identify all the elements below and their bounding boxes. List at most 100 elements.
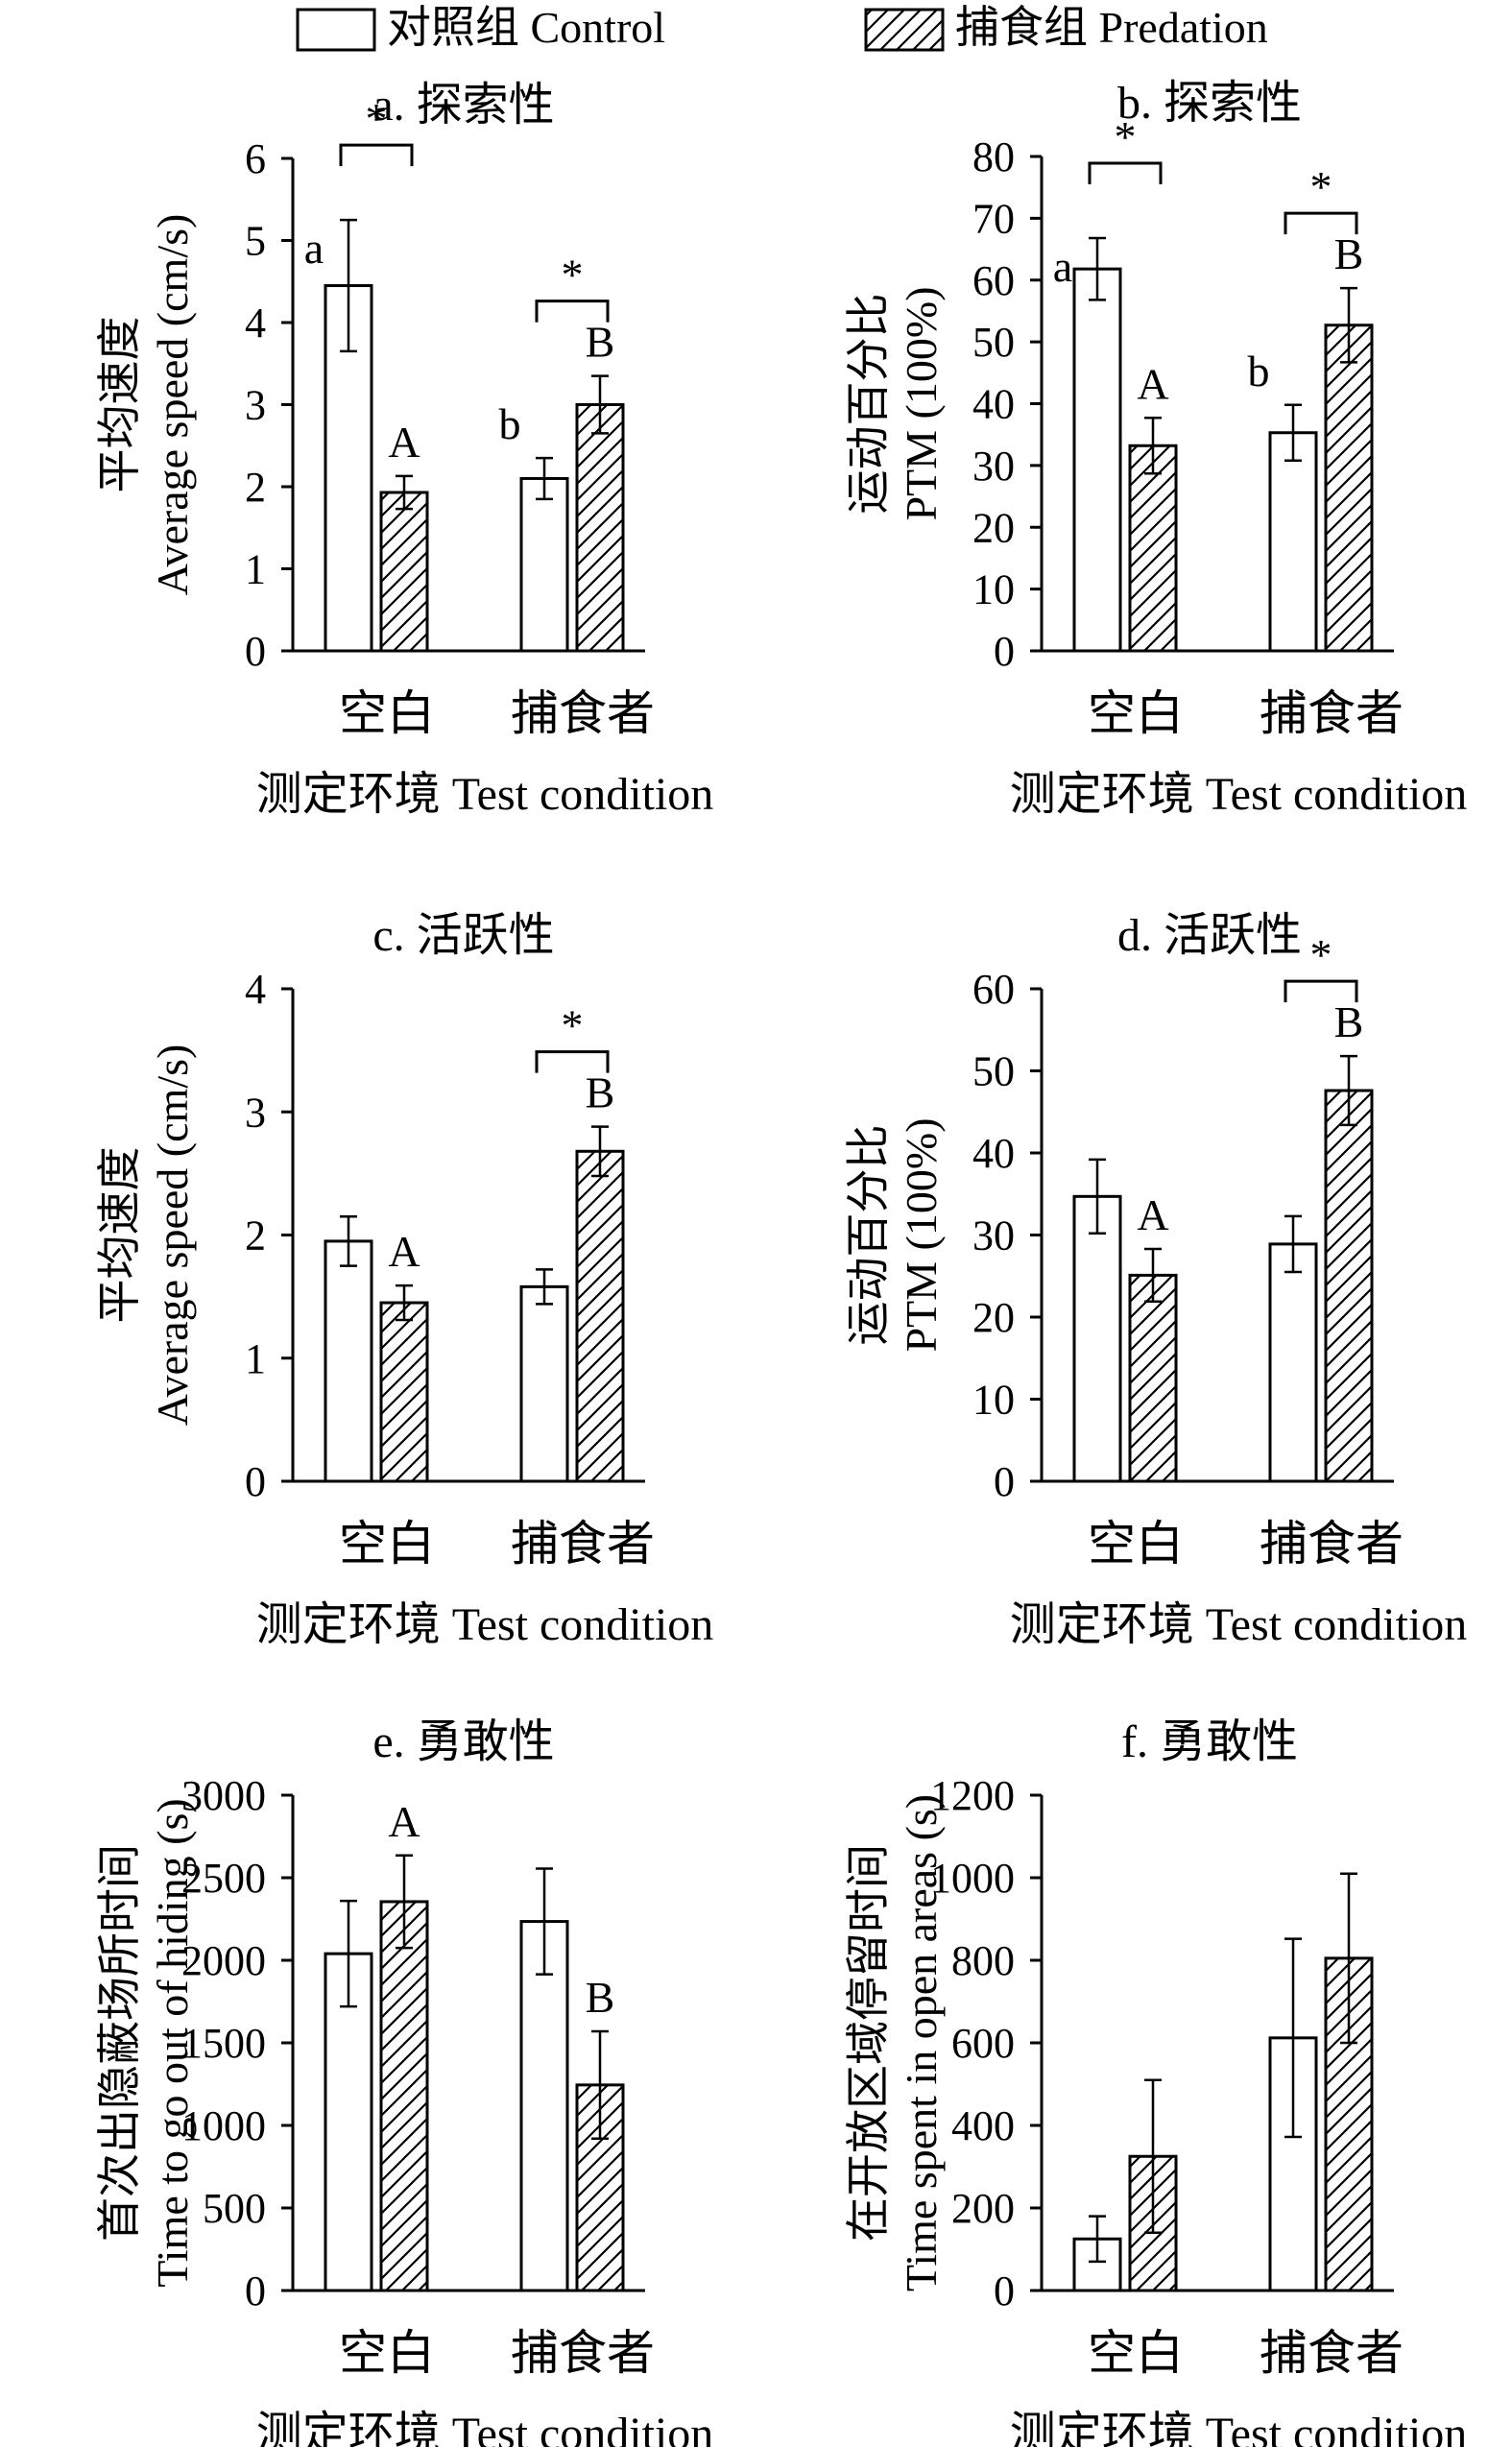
y-tick-label: 2 xyxy=(245,464,266,511)
x-tick-label: 捕食者 xyxy=(1260,686,1404,740)
bar-predation xyxy=(379,1900,429,2292)
x-axis-label: 测定环境 Test condition xyxy=(1010,2409,1468,2447)
bar-predation xyxy=(1128,444,1178,653)
bar-control xyxy=(1268,431,1318,653)
panel-title: f. 勇敢性 xyxy=(1121,1716,1298,1767)
bar-predation xyxy=(379,491,429,653)
y-axis-label-zh: 在开放区域停留时间 xyxy=(844,1844,893,2242)
significance-letter: b xyxy=(499,399,521,448)
y-tick-label: 0 xyxy=(994,2267,1015,2315)
legend-predation-label: 捕食组 Predation xyxy=(955,3,1268,52)
y-tick-label: 40 xyxy=(972,381,1015,428)
significance-letter: a xyxy=(1053,242,1072,291)
y-axis-label-en: Time spent in open areas (s) xyxy=(897,1794,946,2291)
significance-letter: A xyxy=(388,1227,420,1276)
bar-predation xyxy=(1324,324,1374,653)
y-tick-label: 40 xyxy=(972,1130,1015,1177)
y-tick-label: 60 xyxy=(972,966,1015,1013)
significance-letter: a xyxy=(304,224,324,273)
y-tick-label: 10 xyxy=(972,1377,1015,1424)
significance-letter: A xyxy=(388,418,420,467)
y-axis-label-en: Average speed (cm/s) xyxy=(148,214,197,596)
significance-bracket xyxy=(535,300,610,323)
bar-control xyxy=(519,1920,569,2292)
x-axis-label: 测定环境 Test condition xyxy=(1010,769,1468,820)
x-axis-label: 测定环境 Test condition xyxy=(256,2409,714,2447)
y-tick-label: 0 xyxy=(994,1458,1015,1505)
y-tick-label: 10 xyxy=(972,566,1015,613)
x-tick-label: 空白 xyxy=(339,1517,435,1571)
legend: 对照组 Control 捕食组 Predation xyxy=(296,3,1268,52)
y-tick-label: 60 xyxy=(972,257,1015,304)
y-tick-label: 80 xyxy=(972,133,1015,180)
significance-letter: A xyxy=(1137,1190,1168,1239)
y-axis-label-zh: 首次出隐蔽场所时间 xyxy=(95,1844,144,2242)
y-tick-label: 1 xyxy=(245,546,266,593)
bar-predation xyxy=(575,1149,625,1483)
bar-predation xyxy=(575,403,625,653)
panel-title: b. 探索性 xyxy=(1117,78,1302,129)
bar-control xyxy=(324,1239,373,1483)
significance-star: * xyxy=(366,94,388,143)
x-axis-label: 测定环境 Test condition xyxy=(256,1599,714,1650)
y-tick-label: 3 xyxy=(245,1089,266,1136)
y-axis-label-en: PTM (100%) xyxy=(897,286,946,520)
y-axis-label-zh: 运动百分比 xyxy=(844,294,893,515)
bar-control xyxy=(1072,1194,1122,1483)
bar-predation xyxy=(1128,1273,1178,1483)
x-axis-label: 测定环境 Test condition xyxy=(1010,1599,1468,1650)
significance-star: * xyxy=(1115,112,1137,161)
y-axis-label-en: Time to go out of hiding (s) xyxy=(148,1798,197,2287)
bar-control xyxy=(1072,267,1122,653)
y-tick-label: 400 xyxy=(951,2102,1015,2149)
significance-star: * xyxy=(562,1001,584,1050)
y-tick-label: 1 xyxy=(245,1335,266,1382)
bar-control xyxy=(519,476,569,653)
legend-control-swatch xyxy=(296,8,376,52)
y-tick-label: 5 xyxy=(245,218,266,265)
significance-bracket xyxy=(535,1050,610,1073)
y-tick-label: 0 xyxy=(994,628,1015,675)
significance-bracket xyxy=(1284,211,1358,235)
y-tick-label: 70 xyxy=(972,195,1015,242)
y-tick-label: 1200 xyxy=(930,1772,1015,1819)
panel-title: d. 活跃性 xyxy=(1117,910,1302,961)
y-axis-label-zh: 运动百分比 xyxy=(844,1125,893,1346)
x-tick-label: 空白 xyxy=(339,2326,435,2380)
y-tick-label: 30 xyxy=(972,1212,1015,1259)
significance-star: * xyxy=(1310,930,1332,979)
y-tick-label: 1000 xyxy=(930,1855,1015,1902)
y-tick-label: 2000 xyxy=(181,1937,266,1984)
y-axis-label-en: PTM (100%) xyxy=(897,1117,946,1352)
significance-star: * xyxy=(1310,162,1332,211)
significance-bracket xyxy=(1284,979,1358,1003)
y-tick-label: 50 xyxy=(972,319,1015,366)
significance-bracket xyxy=(339,143,414,167)
significance-letter: B xyxy=(586,318,615,367)
bar-control xyxy=(1268,1242,1318,1483)
y-axis-label-zh: 平均速度 xyxy=(95,1147,144,1324)
panel-title: a. 探索性 xyxy=(372,80,554,131)
panel-title: c. 活跃性 xyxy=(372,910,554,961)
y-tick-label: 2500 xyxy=(181,1855,266,1902)
x-tick-label: 空白 xyxy=(339,686,435,740)
panels: 0123456a. 探索性平均速度 Average speed (cm/s)空白捕… xyxy=(95,78,1467,2447)
y-tick-label: 4 xyxy=(245,966,266,1013)
significance-letter: B xyxy=(1334,997,1364,1046)
y-tick-label: 6 xyxy=(245,135,266,182)
x-tick-label: 空白 xyxy=(1088,1517,1184,1571)
y-tick-label: 0 xyxy=(245,628,266,675)
significance-star: * xyxy=(562,251,584,300)
y-tick-label: 30 xyxy=(972,443,1015,490)
y-tick-label: 600 xyxy=(951,2020,1015,2067)
bar-control xyxy=(324,1952,373,2292)
significance-letter: A xyxy=(388,1797,420,1846)
y-tick-label: 0 xyxy=(245,1458,266,1505)
x-tick-label: 捕食者 xyxy=(1260,1517,1404,1571)
y-axis-label-en: Average speed (cm/s) xyxy=(148,1044,197,1427)
y-tick-label: 3 xyxy=(245,382,266,429)
